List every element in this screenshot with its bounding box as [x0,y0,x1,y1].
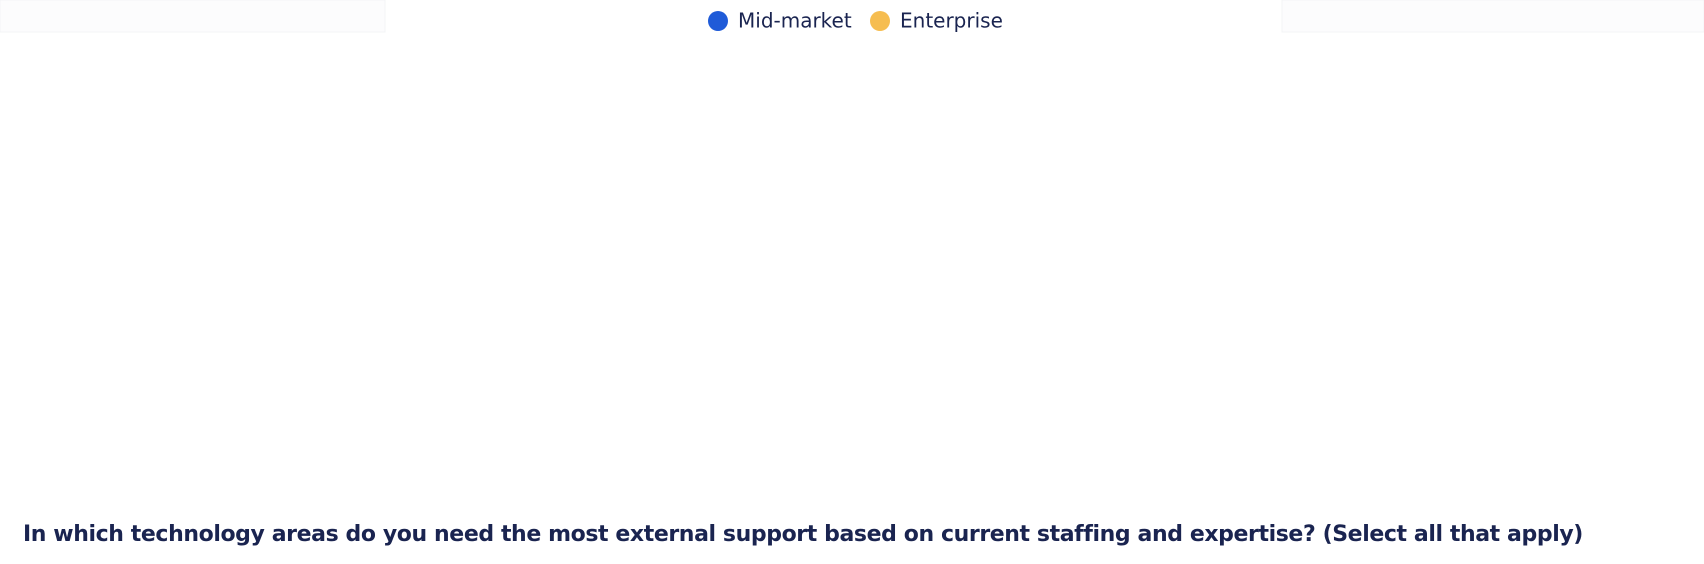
legend-label: Mid-market [738,9,852,33]
legend-swatch [870,11,890,31]
panel [0,0,386,33]
question: In which technology areas do you need th… [23,522,1583,547]
legend-swatch [708,11,728,31]
legend-label: Enterprise [900,9,1003,33]
panel [1281,0,1704,33]
